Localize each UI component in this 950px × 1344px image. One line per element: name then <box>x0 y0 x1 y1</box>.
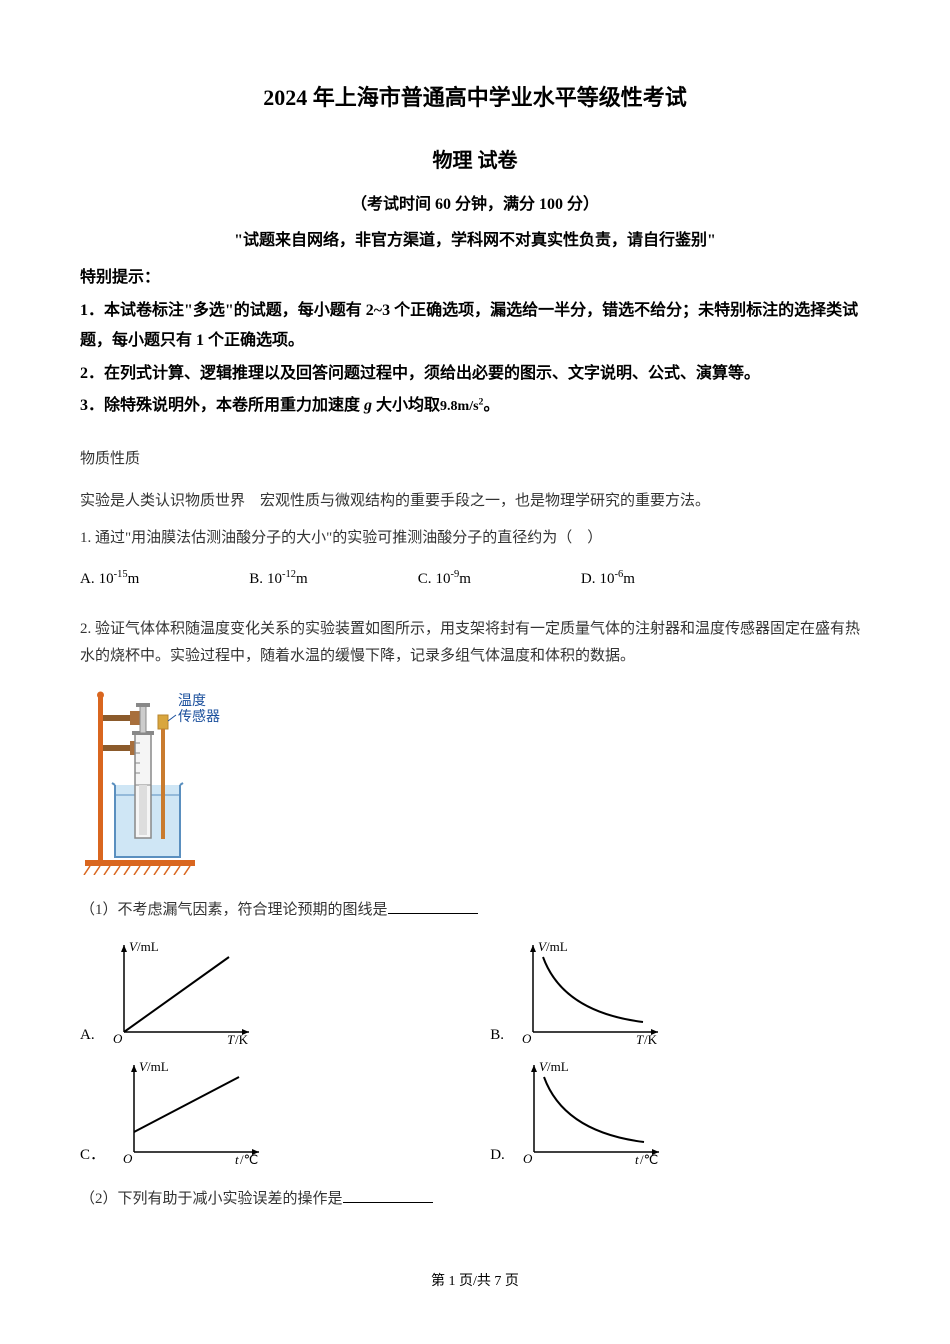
chart-a-svg: V /mL O T /K <box>99 937 259 1047</box>
svg-text:/℃: /℃ <box>640 1152 658 1167</box>
section-intro: 实验是人类认识物质世界 宏观性质与微观结构的重要手段之一，也是物理学研究的重要方… <box>80 489 870 513</box>
q2-apparatus-figure: 温度 传感器 <box>80 685 870 884</box>
section-title: 物质性质 <box>80 447 870 471</box>
chart-d-svg: V /mL O t /℃ <box>509 1057 669 1167</box>
q1-option-a: A. 10-15m <box>80 567 139 591</box>
chart-b-svg: V /mL O T /K <box>508 937 668 1047</box>
svg-text:t: t <box>235 1152 239 1167</box>
svg-text:温度: 温度 <box>178 693 206 709</box>
svg-text:O: O <box>113 1031 123 1046</box>
page-footer: 第 1 页/共 7 页 <box>80 1271 870 1293</box>
notice-header: 特别提示： <box>80 265 870 291</box>
sub-title: 物理 试卷 <box>80 145 870 177</box>
svg-text:/mL: /mL <box>137 939 159 954</box>
q1-option-d: D. 10-6m <box>581 567 635 591</box>
q2-sub2: （2）下列有助于减小实验误差的操作是 <box>80 1187 870 1211</box>
question-1: 1. 通过"用油膜法估测油酸分子的大小"的实验可推测油酸分子的直径约为（ ） <box>80 525 870 552</box>
svg-text:O: O <box>123 1151 133 1166</box>
svg-text:/℃: /℃ <box>240 1152 258 1167</box>
svg-text:/K: /K <box>235 1032 249 1047</box>
chart-option-b: B. V /mL O T /K <box>490 937 870 1047</box>
q1-options: A. 10-15m B. 10-12m C. 10-9m D. 10-6m <box>80 567 870 591</box>
svg-text:O: O <box>523 1151 533 1166</box>
svg-text:/K: /K <box>644 1032 658 1047</box>
svg-text:T: T <box>227 1032 235 1047</box>
svg-text:/mL: /mL <box>547 1059 569 1074</box>
svg-text:O: O <box>522 1031 532 1046</box>
question-2: 2. 验证气体体积随温度变化关系的实验装置如图所示，用支架将封有一定质量气体的注… <box>80 616 870 670</box>
q2-chart-options: A. V /mL O T /K B. V /mL O T /K <box>80 937 870 1167</box>
svg-text:t: t <box>635 1152 639 1167</box>
q1-option-c: C. 10-9m <box>418 567 471 591</box>
chart-option-a: A. V /mL O T /K <box>80 937 470 1047</box>
exam-info: （考试时间 60 分钟，满分 100 分） <box>80 192 870 218</box>
svg-text:传感器: 传感器 <box>178 708 220 725</box>
notice-item-1: 1．本试卷标注"多选"的试题，每小题有 2~3 个正确选项，漏选给一半分，错选不… <box>80 296 870 357</box>
main-title: 2024 年上海市普通高中学业水平等级性考试 <box>80 80 870 115</box>
svg-text:T: T <box>636 1032 644 1047</box>
svg-text:/mL: /mL <box>147 1059 169 1074</box>
notice-item-2: 2．在列式计算、逻辑推理以及回答问题过程中，须给出必要的图示、文字说明、公式、演… <box>80 359 870 389</box>
chart-c-svg: V /mL O t /℃ <box>109 1057 269 1167</box>
q1-option-b: B. 10-12m <box>249 567 307 591</box>
svg-text:/mL: /mL <box>546 939 568 954</box>
q2-sub1: （1）不考虑漏气因素，符合理论预期的图线是 <box>80 898 870 922</box>
notice-item-3: 3．除特殊说明外，本卷所用重力加速度 g 大小均取9.8m/s2。 <box>80 391 870 421</box>
disclaimer: "试题来自网络，非官方渠道，学科网不对真实性负责，请自行鉴别" <box>80 228 870 254</box>
chart-option-d: D. V /mL O t /℃ <box>490 1057 870 1167</box>
chart-option-c: C． V /mL O t /℃ <box>80 1057 470 1167</box>
